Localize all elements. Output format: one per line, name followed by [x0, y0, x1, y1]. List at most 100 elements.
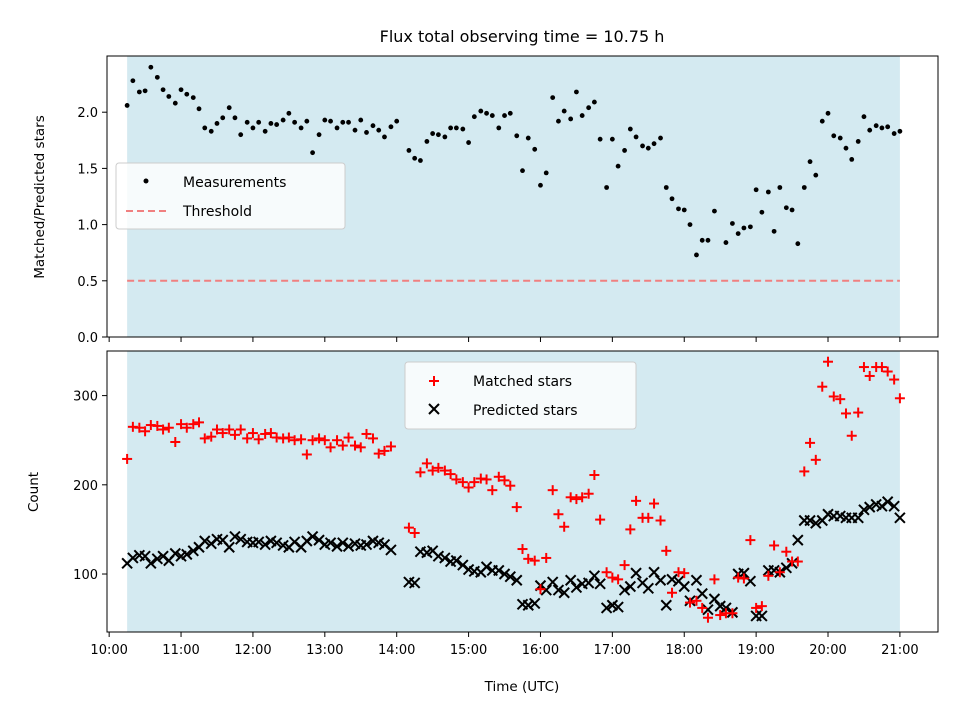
- measurement-point: [694, 252, 699, 258]
- matched-stars-point: [661, 545, 672, 556]
- predicted-stars-point: [504, 570, 516, 583]
- x-tick-label: 18:00: [666, 643, 703, 658]
- measurement-point: [609, 136, 615, 142]
- matched-stars-point: [565, 492, 576, 503]
- predicted-stars-point: [702, 603, 714, 616]
- matched-stars-point: [427, 465, 438, 476]
- measurement-point: [142, 88, 148, 94]
- measurement-point: [262, 128, 268, 134]
- measurement-point: [753, 187, 759, 193]
- matched-stars-point: [505, 480, 516, 491]
- measurement-point: [645, 145, 651, 151]
- matched-stars-point: [253, 434, 264, 445]
- matched-stars-point: [691, 595, 702, 606]
- matched-stars-point: [206, 431, 217, 442]
- matched-stars-point: [715, 610, 726, 621]
- measurement-point: [334, 125, 340, 131]
- measurement-point: [442, 134, 448, 140]
- predicted-stars-point: [252, 536, 265, 548]
- matched-stars-point: [595, 514, 606, 525]
- matched-stars-point: [379, 445, 390, 456]
- ratio-legend-box: [115, 162, 346, 230]
- matched-stars-point: [571, 494, 582, 505]
- predicted-stars-point: [385, 544, 397, 556]
- measurement-point: [861, 114, 867, 120]
- x-axis-label: Time (UTC): [484, 679, 560, 695]
- predicted-stars-point: [666, 573, 678, 586]
- measurement-point: [765, 189, 771, 195]
- matched-stars-point: [792, 556, 803, 567]
- predicted-stars-point: [654, 574, 667, 586]
- measurement-point: [873, 123, 879, 129]
- ratio-panel-ylabel: Matched/Predicted stars: [32, 115, 48, 278]
- predicted-stars-point: [618, 584, 631, 596]
- measurement-point: [771, 228, 777, 234]
- measurement-point: [741, 225, 747, 231]
- measurement-point: [849, 157, 855, 162]
- predicted-stars-point: [570, 581, 583, 594]
- measurement-point: [130, 78, 136, 84]
- measurement-point: [430, 131, 436, 136]
- ratio-panel-frame: [106, 55, 939, 338]
- measurement-point: [478, 108, 484, 114]
- matched-stars-point: [763, 570, 774, 581]
- matched-stars-point: [817, 381, 828, 392]
- predicted-stars-point: [756, 610, 768, 622]
- matched-stars-point: [559, 521, 570, 532]
- measurement-point: [681, 207, 687, 213]
- matched-stars-point: [882, 366, 893, 377]
- measurement-point: [615, 163, 621, 169]
- measurement-point: [328, 118, 333, 124]
- measurement-point: [382, 134, 387, 140]
- matched-stars-point: [463, 482, 474, 493]
- predicted-stars-point: [511, 574, 523, 586]
- y-tick-label: 1.0: [77, 219, 98, 234]
- count-panel-ylabel: Count: [26, 472, 42, 512]
- matched-stars-point: [823, 356, 834, 367]
- matched-stars-point: [140, 426, 151, 437]
- predicted-stars-point: [498, 568, 511, 580]
- predicted-stars-point: [888, 500, 900, 512]
- measurement-point: [699, 237, 705, 243]
- measurement-point: [897, 128, 903, 134]
- predicted-stars-point: [432, 550, 445, 562]
- matched-stars-point: [805, 437, 816, 448]
- matched-stars-point: [643, 512, 654, 523]
- measurement-point: [418, 158, 423, 163]
- matched-stars-point: [163, 422, 174, 433]
- measurement-point: [280, 117, 286, 123]
- measurement-point: [489, 113, 495, 118]
- matched-stars-point: [332, 435, 343, 446]
- matched-stars-point: [631, 495, 642, 506]
- measurement-point: [274, 122, 280, 127]
- matched-stars-point: [350, 440, 361, 451]
- matched-stars-point: [547, 485, 558, 496]
- measurement-point: [453, 125, 459, 131]
- matched-stars-point: [469, 477, 480, 488]
- matched-stars-point: [781, 546, 792, 557]
- measurement-point: [597, 136, 603, 142]
- measurement-point: [286, 110, 292, 116]
- measurement-point: [735, 231, 741, 236]
- matched-stars-point: [199, 433, 210, 444]
- matched-stars-point: [493, 471, 504, 482]
- measurement-point: [879, 125, 885, 131]
- measurement-point: [687, 222, 693, 228]
- matched-stars-point: [457, 477, 468, 488]
- measurement-point: [730, 221, 735, 226]
- matched-stars-point: [158, 424, 169, 435]
- matched-stars-point: [314, 433, 325, 444]
- predicted-stars-point: [342, 540, 355, 553]
- legend-matched-marker: [429, 376, 439, 386]
- x-tick-label: 13:00: [306, 643, 343, 658]
- matched-stars-point: [325, 442, 336, 453]
- matched-stars-point: [421, 458, 432, 469]
- matched-stars-point: [487, 485, 498, 496]
- matched-stars-point: [224, 424, 235, 435]
- measurement-point: [154, 74, 160, 80]
- ratio-legend: Measurements Threshold: [115, 162, 346, 230]
- matched-stars-point: [523, 553, 534, 564]
- measurement-point: [370, 123, 376, 129]
- x-tick-label: 15:00: [450, 643, 487, 658]
- measurement-point: [196, 106, 202, 112]
